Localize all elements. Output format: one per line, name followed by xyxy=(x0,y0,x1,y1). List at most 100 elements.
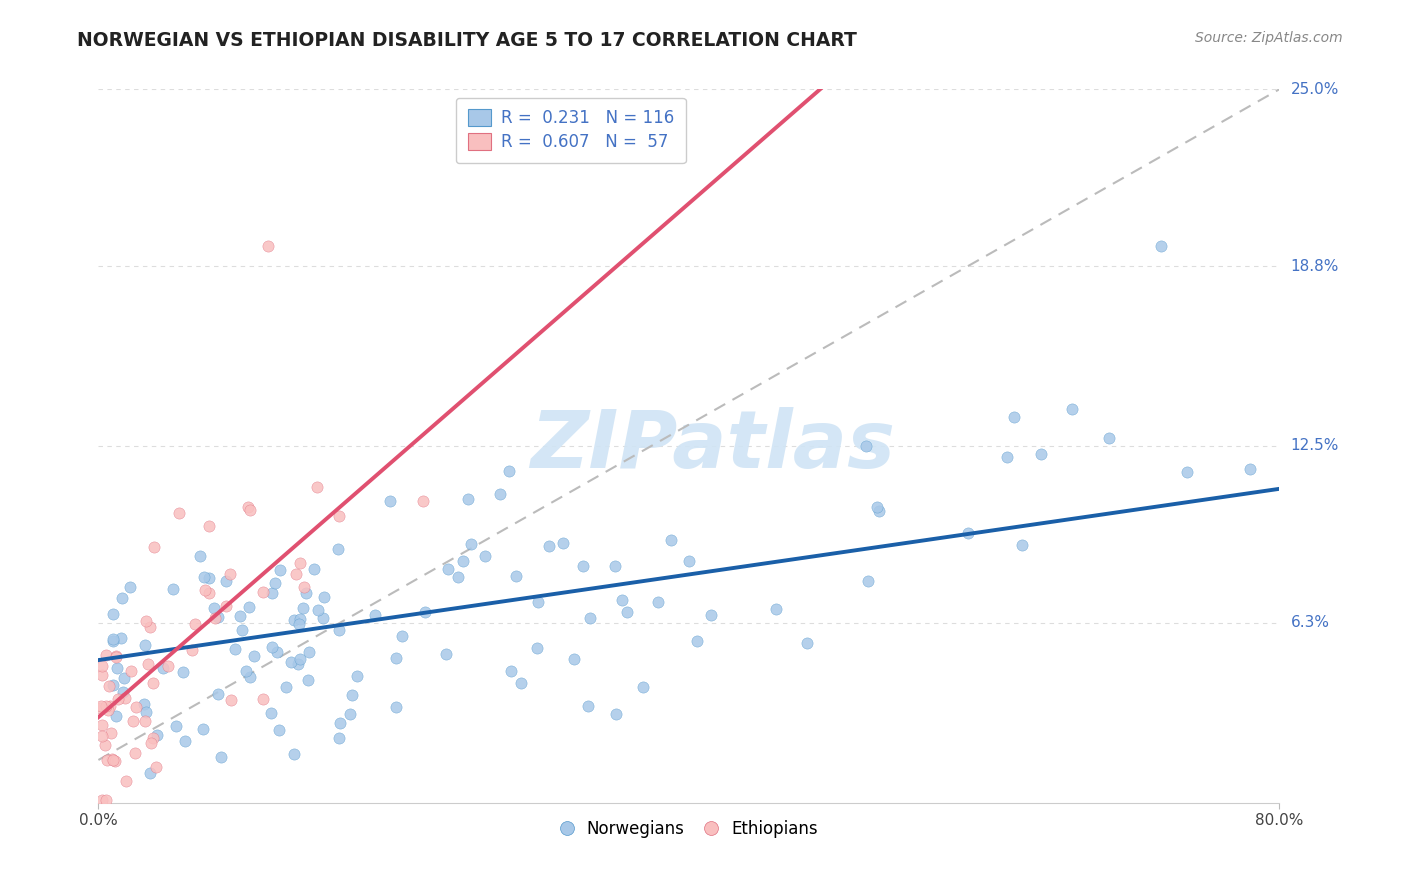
Point xyxy=(193,570,215,584)
Point xyxy=(115,773,138,788)
Point xyxy=(292,600,315,615)
Point xyxy=(1175,466,1198,480)
Point xyxy=(997,450,1019,464)
Point xyxy=(413,605,436,619)
Point xyxy=(204,611,226,625)
Point xyxy=(90,698,112,713)
Point xyxy=(107,691,129,706)
Point xyxy=(252,585,274,599)
Point xyxy=(385,700,408,714)
Point xyxy=(105,661,128,675)
Point xyxy=(378,494,401,508)
Point xyxy=(162,582,184,596)
Point xyxy=(457,491,479,506)
Point xyxy=(526,641,548,656)
Point xyxy=(235,665,257,679)
Point xyxy=(631,680,654,694)
Point xyxy=(385,650,408,665)
Point xyxy=(103,753,125,767)
Point xyxy=(1062,402,1084,417)
Point xyxy=(238,600,260,615)
Point xyxy=(91,793,114,807)
Point xyxy=(328,508,350,523)
Point xyxy=(856,574,879,588)
Point xyxy=(269,563,291,577)
Point xyxy=(231,623,253,637)
Point xyxy=(284,567,307,582)
Point xyxy=(229,609,252,624)
Point xyxy=(114,690,136,705)
Point xyxy=(103,754,125,768)
Point xyxy=(103,678,125,692)
Point xyxy=(96,753,118,767)
Point xyxy=(91,668,114,682)
Point xyxy=(307,480,329,494)
Point xyxy=(91,729,114,743)
Point xyxy=(103,607,125,622)
Point xyxy=(184,616,207,631)
Point xyxy=(488,487,510,501)
Point xyxy=(180,642,202,657)
Point xyxy=(243,648,266,663)
Point xyxy=(110,631,132,645)
Point xyxy=(453,554,475,568)
Point xyxy=(474,549,496,564)
Point xyxy=(145,760,167,774)
Point xyxy=(215,599,238,614)
Point xyxy=(446,570,468,584)
Point xyxy=(143,540,166,554)
Point xyxy=(292,580,315,594)
Point xyxy=(193,722,215,736)
Point xyxy=(1002,410,1025,425)
Point xyxy=(412,494,434,508)
Point xyxy=(152,661,174,675)
Point xyxy=(96,698,118,713)
Point xyxy=(94,648,117,662)
Text: 12.5%: 12.5% xyxy=(1291,439,1339,453)
Point xyxy=(91,659,114,673)
Point xyxy=(98,699,121,714)
Point xyxy=(239,670,262,684)
Point xyxy=(505,569,527,583)
Point xyxy=(510,676,533,690)
Point xyxy=(307,603,329,617)
Point xyxy=(579,611,602,625)
Point xyxy=(97,703,120,717)
Point xyxy=(956,525,979,540)
Point xyxy=(290,651,312,665)
Point xyxy=(105,709,128,723)
Point xyxy=(329,715,352,730)
Point xyxy=(700,607,723,622)
Point xyxy=(267,723,290,738)
Point xyxy=(209,750,232,764)
Point xyxy=(283,747,305,762)
Point xyxy=(111,685,134,699)
Point xyxy=(274,680,297,694)
Point xyxy=(124,746,146,760)
Point xyxy=(224,641,246,656)
Point xyxy=(94,793,117,807)
Point xyxy=(527,595,550,609)
Point xyxy=(136,657,159,671)
Point xyxy=(616,605,638,619)
Point xyxy=(298,645,321,659)
Point xyxy=(239,502,262,516)
Text: 25.0%: 25.0% xyxy=(1291,82,1339,96)
Point xyxy=(264,576,287,591)
Point xyxy=(167,506,190,520)
Point xyxy=(460,537,482,551)
Point xyxy=(260,706,283,720)
Point xyxy=(105,650,128,665)
Point xyxy=(165,719,187,733)
Point xyxy=(105,648,128,663)
Point xyxy=(103,632,125,646)
Point xyxy=(215,574,238,589)
Point xyxy=(172,665,194,680)
Point xyxy=(219,566,242,581)
Text: 6.3%: 6.3% xyxy=(1291,615,1330,631)
Point xyxy=(238,500,260,515)
Point xyxy=(434,647,457,661)
Point xyxy=(135,615,157,629)
Point xyxy=(576,698,599,713)
Point xyxy=(98,679,121,693)
